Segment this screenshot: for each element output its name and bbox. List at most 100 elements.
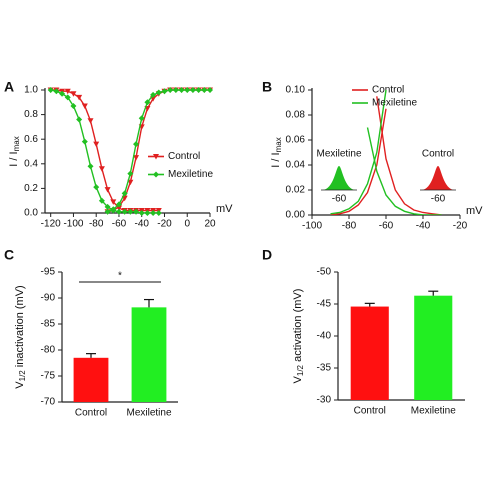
y-tick-label: -35 xyxy=(317,363,332,374)
marker xyxy=(93,141,100,148)
bar xyxy=(414,295,453,400)
y-tick-label: -95 xyxy=(41,267,56,278)
y-tick-label: 0.10 xyxy=(286,85,306,96)
x-tick-label: -100 xyxy=(302,221,322,232)
inset-label: Mexiletine xyxy=(316,149,361,160)
marker xyxy=(153,154,159,160)
marker xyxy=(47,87,54,93)
y-tick-label: -70 xyxy=(41,397,56,408)
marker xyxy=(59,90,66,97)
x-tick-label: -80 xyxy=(89,219,104,230)
x-tick-label: -100 xyxy=(63,219,83,230)
y-label-sub: 1/2 xyxy=(296,364,305,376)
y-label-rest: activation (mV) xyxy=(292,289,304,365)
x-axis-label: mV xyxy=(466,205,483,217)
marker xyxy=(207,87,213,93)
y-tick-label: 0.04 xyxy=(286,160,306,171)
marker xyxy=(161,88,168,95)
x-tick-label: -20 xyxy=(157,219,172,230)
y-label-main: I / I xyxy=(8,151,20,166)
curve xyxy=(50,89,159,213)
x-tick-label: 0 xyxy=(184,219,190,230)
legend-label: Control xyxy=(372,85,404,96)
marker xyxy=(110,199,117,205)
x-tick-label: -60 xyxy=(379,221,394,232)
x-tick-label: -120 xyxy=(41,219,61,230)
y-label-rest: inactivation (mV) xyxy=(14,285,26,370)
marker xyxy=(138,115,145,122)
curve xyxy=(376,96,442,215)
marker xyxy=(178,87,185,93)
bar xyxy=(73,357,109,402)
x-tick-label: -20 xyxy=(453,221,468,232)
x-tick-label: Mexiletine xyxy=(126,408,171,419)
marker xyxy=(110,206,117,213)
x-tick-label: -80 xyxy=(342,221,357,232)
curve xyxy=(50,89,159,212)
y-tick-label: -45 xyxy=(317,299,332,310)
x-tick-label: -40 xyxy=(416,221,431,232)
marker xyxy=(115,208,122,215)
marker xyxy=(195,87,202,93)
panel-letter: A xyxy=(4,79,14,95)
marker xyxy=(81,138,88,145)
y-label-main: I / I xyxy=(270,152,282,167)
y-tick-label: -40 xyxy=(317,331,332,342)
marker xyxy=(138,210,145,216)
y-tick-label: -75 xyxy=(41,371,56,382)
inset-shape xyxy=(322,166,356,190)
x-tick-label: 20 xyxy=(204,219,216,230)
marker xyxy=(201,87,208,93)
y-tick-label: -50 xyxy=(317,267,332,278)
marker xyxy=(144,99,151,106)
y-label-main: V xyxy=(14,381,26,389)
y-label-sub: 1/2 xyxy=(18,370,27,382)
marker xyxy=(70,91,77,97)
marker xyxy=(64,94,71,101)
marker xyxy=(127,208,134,215)
marker xyxy=(189,87,196,93)
marker xyxy=(115,201,122,208)
y-tick-label: -30 xyxy=(317,395,332,406)
panel-letter: C xyxy=(4,247,14,263)
marker xyxy=(98,166,105,172)
legend-label: Mexiletine xyxy=(168,169,213,180)
y-axis-label: I / Imax xyxy=(270,137,283,167)
marker xyxy=(76,94,83,101)
x-tick-label: Control xyxy=(75,408,107,419)
inset-voltage: -60 xyxy=(431,194,446,205)
marker xyxy=(133,208,140,215)
y-tick-label: -90 xyxy=(41,293,56,304)
y-tick-label: -85 xyxy=(41,319,56,330)
significance-label: * xyxy=(118,271,122,282)
y-tick-label: 0.8 xyxy=(24,109,38,120)
marker xyxy=(155,210,162,216)
marker xyxy=(76,116,83,123)
marker xyxy=(150,210,157,216)
y-tick-label: 0.6 xyxy=(24,134,38,145)
x-tick-label: Control xyxy=(354,406,386,417)
inset-label: Control xyxy=(422,149,454,160)
x-tick-label: Mexiletine xyxy=(411,406,456,417)
marker xyxy=(127,170,134,177)
marker xyxy=(104,208,111,215)
y-label-sub: max xyxy=(12,136,21,151)
marker xyxy=(81,103,88,109)
marker xyxy=(104,203,111,210)
x-axis-label: mV xyxy=(216,203,233,215)
marker xyxy=(104,187,111,193)
y-label-sub: max xyxy=(274,137,283,152)
legend-label: Mexiletine xyxy=(372,98,417,109)
marker xyxy=(121,208,128,215)
curve xyxy=(330,89,387,215)
marker xyxy=(133,141,140,148)
y-tick-label: 0.0 xyxy=(24,208,38,219)
marker xyxy=(93,184,100,191)
panel-letter: D xyxy=(262,247,272,263)
inset-shape xyxy=(421,166,455,190)
y-tick-label: 0.2 xyxy=(24,183,38,194)
marker xyxy=(150,91,157,98)
y-axis-label: I / Imax xyxy=(8,136,21,166)
y-label-main: V xyxy=(292,375,304,383)
